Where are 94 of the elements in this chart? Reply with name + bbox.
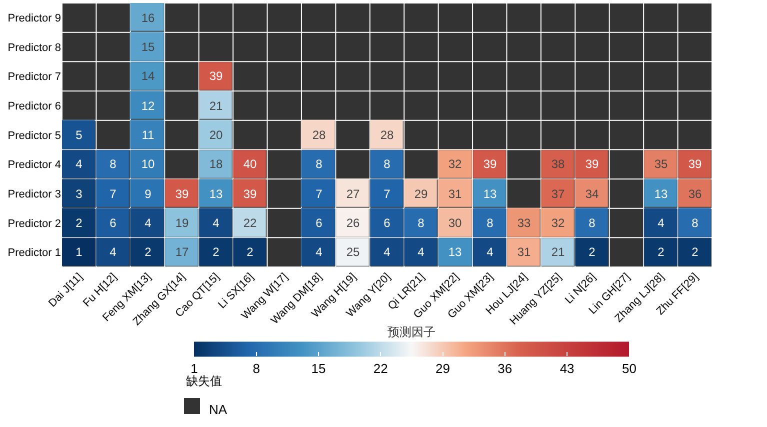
text: 缺失值 [186,374,222,388]
data-label: 4 [76,157,83,172]
data-label: 8 [486,216,494,230]
color-bar-title: 预测因子 [388,325,436,340]
data-label: 17 [175,245,189,260]
data-label: 13 [448,245,462,260]
data-label: 37 [551,187,565,202]
data-label: 20 [209,128,223,142]
data-label: 39 [243,187,257,202]
data-label: 32 [551,216,565,230]
data-label: 25 [346,245,360,260]
data-label: 4 [384,245,391,260]
data-label: 7 [110,187,117,202]
data-label: 5 [76,128,83,142]
data-label: 4 [316,245,323,260]
data-label: 6 [316,216,323,230]
data-label: 1 [76,245,83,260]
data-label: 33 [517,216,531,230]
color-bar-label: 50 [622,360,636,376]
data-label: 2 [212,245,220,260]
color-bar-label: 22 [373,360,388,376]
data-label: 8 [110,157,117,172]
data-label: 4 [212,216,220,230]
data-label: 34 [585,187,599,202]
data-label: 29 [414,187,428,202]
data-label: 13 [654,187,668,202]
data-label: 8 [588,216,596,230]
data-label: 4 [418,245,425,260]
data-label: 32 [448,157,462,172]
y-tick-label: Predictor 9 [8,12,61,25]
data-label: 39 [175,187,189,202]
data-label: 26 [346,216,360,230]
y-tick-label: Predictor 2 [8,218,61,230]
data-label: 31 [448,187,462,202]
data-label: 2 [144,245,152,260]
data-label: 13 [209,187,223,202]
data-label: 8 [316,157,323,172]
data-label: 12 [141,99,155,114]
data-label: 2 [588,245,596,260]
data-label: 8 [692,216,699,230]
data-label: 18 [209,157,223,172]
data-label: 22 [243,216,257,230]
data-label: 15 [141,40,155,54]
data-label: 21 [209,99,223,114]
data-label: 39 [688,157,702,172]
data-label: 38 [551,157,565,172]
data-label: 4 [486,245,494,260]
data-label: 6 [110,216,117,230]
data-label: 8 [384,157,391,172]
data-label: 4 [110,245,117,260]
y-tick-label: Predictor 5 [8,130,61,142]
data-label: 27 [346,187,360,202]
color-bar-label: 36 [498,360,512,376]
data-label: 11 [142,128,155,142]
y-tick-label: Predictor 8 [8,42,61,54]
data-label: 28 [380,128,394,142]
data-label: 8 [418,216,425,230]
data-label: 9 [144,187,152,202]
data-label: 13 [483,187,497,202]
color-bar-label: 15 [311,360,326,376]
data-label: 4 [144,216,152,230]
data-label: 2 [692,245,699,260]
y-tick-label: Predictor 6 [8,100,61,113]
data-label: 10 [141,157,155,172]
data-label: 2 [76,216,83,230]
data-label: 4 [658,216,665,230]
color-bar-label: 1 [190,360,198,376]
data-label: 14 [141,69,155,84]
data-label: 21 [551,245,565,260]
data-label: 7 [384,187,391,202]
data-label: 3 [76,187,83,202]
data-label: 40 [243,157,257,172]
data-label: 39 [209,69,223,84]
data-label: 19 [175,216,189,230]
y-tick-label: Predictor 1 [8,247,61,260]
data-label: 28 [312,128,326,142]
data-label: 39 [585,157,599,172]
data-label: 31 [517,245,531,260]
data-label: 39 [483,157,497,172]
data-label: 6 [384,216,391,230]
y-tick-label: Predictor 7 [8,71,61,84]
data-label: 30 [448,216,462,230]
data-label: 7 [316,187,323,202]
color-bar-label: 43 [560,360,574,376]
data-label: 16 [141,11,155,26]
text: NA [209,402,228,417]
data-label: 35 [654,157,668,172]
color-bar-label: 8 [252,360,260,376]
y-tick-label: Predictor 4 [8,159,61,172]
data-label: 2 [658,245,665,260]
data-label: 36 [688,187,702,202]
data-label: 2 [246,245,254,260]
y-tick-label: Predictor 3 [8,188,61,201]
color-bar-label: 29 [436,360,450,376]
